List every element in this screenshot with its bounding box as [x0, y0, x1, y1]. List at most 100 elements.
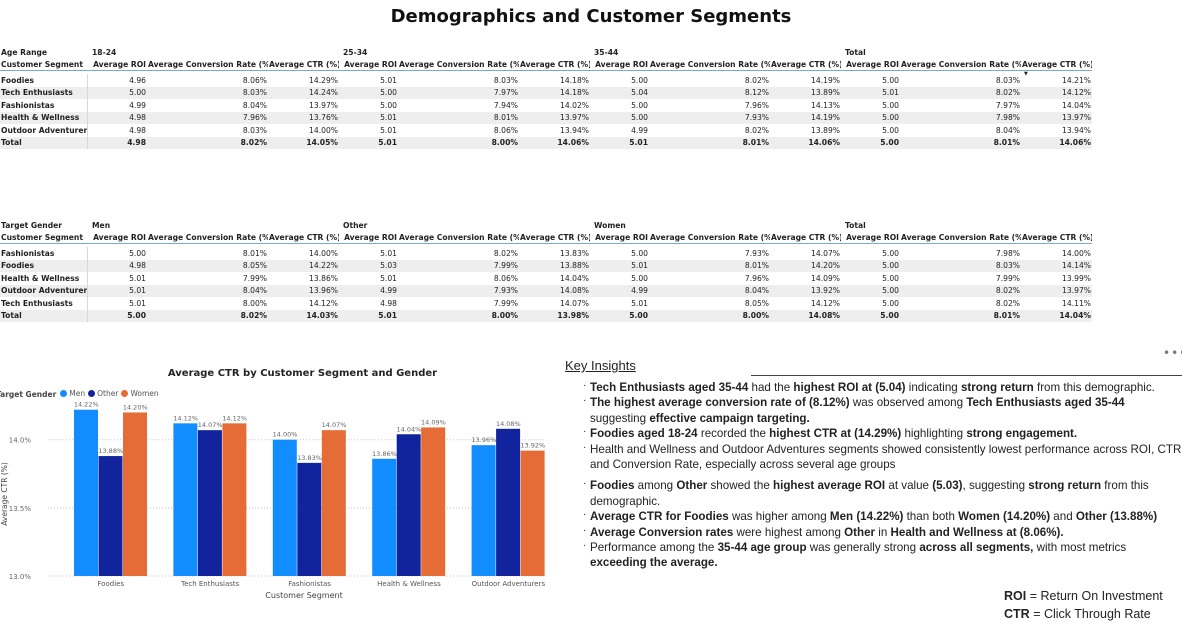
key-insights-panel: Key Insights Tech Enthusiasts aged 35-44… — [565, 358, 1182, 569]
more-options-icon[interactable]: ••• — [1163, 346, 1182, 360]
table-cell: 14.20% — [811, 261, 840, 271]
table-cell: 8.06% — [493, 273, 518, 283]
table-row[interactable]: Health & Wellness 4.98 7.96% 13.76% 5.01 8.01… — [0, 111, 1092, 124]
table-row[interactable]: Tech Enthusiasts 5.00 8.03% 14.24% 5.00 7.97%… — [0, 86, 1092, 99]
bar-women[interactable] — [321, 430, 346, 576]
table-cell: 14.07% — [811, 248, 840, 258]
table-cell: 14.11% — [1062, 298, 1091, 308]
table-cell: 8.05% — [744, 298, 769, 308]
table-cell: 8.03% — [493, 75, 518, 85]
column-header[interactable]: Average ROI — [93, 232, 146, 242]
insight-text: Women (14.20%) — [958, 510, 1051, 524]
column-header[interactable]: Average Conversion Rate (%) — [650, 59, 770, 69]
sort-descending-icon[interactable]: ▼ — [1024, 71, 1028, 77]
group-header: Total — [845, 47, 866, 57]
data-label: 14.07% — [322, 421, 347, 429]
total-row[interactable]: Total 5.00 8.02% 14.03% 5.01 8.00% 13.98% 5.00 8… — [0, 309, 1092, 322]
bar-other[interactable] — [396, 434, 421, 576]
column-header[interactable]: Average Conversion Rate (%) — [650, 232, 770, 242]
insight-text: and — [1050, 510, 1076, 524]
column-header[interactable]: Average ROI — [344, 232, 397, 242]
table-cell: 4.98 — [129, 125, 146, 135]
bar-women[interactable] — [421, 427, 446, 576]
legend-item-women[interactable]: Women — [121, 389, 159, 398]
table-cell: 14.06% — [808, 138, 840, 148]
table-cell: 7.93% — [493, 286, 518, 296]
column-header[interactable]: Average Conversion Rate (%) — [901, 59, 1021, 69]
column-header[interactable]: Average ROI — [846, 59, 899, 69]
column-header[interactable]: Average CTR (%) — [1022, 59, 1092, 69]
column-header[interactable]: Average Conversion Rate (%) — [148, 232, 268, 242]
table-cell: 13.94% — [560, 125, 589, 135]
bar-other[interactable] — [496, 428, 521, 576]
column-header[interactable]: Average Conversion Rate (%) — [399, 59, 519, 69]
bar-women[interactable] — [520, 450, 545, 576]
table-row[interactable]: Health & Wellness 5.01 7.99% 13.86% 5.01 8.06… — [0, 272, 1092, 285]
table-cell: 14.08% — [808, 311, 840, 321]
legend-item-other[interactable]: Other — [88, 389, 118, 398]
column-header[interactable]: Average Conversion Rate (%) — [901, 232, 1021, 242]
data-label: 13.92% — [520, 442, 545, 450]
column-header[interactable]: Average Conversion Rate (%) — [148, 59, 268, 69]
table-row[interactable]: Foodies 4.96 8.06% 14.29% 5.01 8.03% 14.18% 5.0… — [0, 74, 1092, 87]
group-header: 35-44 — [594, 47, 619, 57]
table-row[interactable]: Outdoor Adventurers 5.01 8.04% 13.96% 4.99 7.… — [0, 284, 1092, 297]
insight-text: were highest among — [733, 525, 845, 539]
table-cell: 4.99 — [129, 100, 146, 110]
column-header[interactable]: Average ROI — [93, 59, 146, 69]
table-cell: 8.05% — [242, 261, 267, 271]
table-cell: 5.01 — [129, 273, 146, 283]
chart-legend[interactable]: Target Gender Men Other Women — [0, 389, 162, 399]
column-header[interactable]: Average ROI — [344, 59, 397, 69]
row-label: Foodies — [0, 74, 88, 87]
table-cell: 14.19% — [811, 75, 840, 85]
insight-text: highlighting — [901, 427, 967, 441]
bar-men[interactable] — [471, 445, 496, 576]
table-row[interactable]: Fashionistas 5.00 8.01% 14.00% 5.01 8.02% 13.8… — [0, 247, 1092, 260]
insight-text: Health and Wellness and Outdoor Adventur… — [590, 442, 1182, 472]
bar-other[interactable] — [297, 462, 322, 576]
table-cell: 5.00 — [631, 273, 648, 283]
y-tick-label: 14.0% — [9, 437, 32, 445]
bar-other[interactable] — [98, 456, 123, 576]
table-row[interactable]: Outdoor Adventurers 4.98 8.03% 14.00% 5.01 8.… — [0, 124, 1092, 137]
column-header[interactable]: Average CTR (%) — [1022, 232, 1092, 242]
column-header[interactable]: Average CTR (%) — [771, 232, 841, 242]
insight-item: Performance among the 35-44 age group wa… — [583, 538, 1182, 571]
table-row[interactable]: Tech Enthusiasts 5.01 8.00% 14.12% 4.98 7.99%… — [0, 297, 1092, 310]
age-range-matrix-table[interactable]: Age Range 18-24 25-34 35-44 Total Customer Se… — [0, 46, 1092, 149]
table-row[interactable]: Foodies 4.98 8.05% 14.22% 5.03 7.99% 13.88% 5.0… — [0, 259, 1092, 272]
bar-men[interactable] — [272, 439, 297, 576]
column-header[interactable]: Average CTR (%) — [520, 59, 590, 69]
table-cell: 5.00 — [882, 273, 899, 283]
table-cell: 14.00% — [309, 248, 338, 258]
legend-item-men[interactable]: Men — [60, 389, 85, 398]
ctr-chart-visual[interactable]: Average CTR by Customer Segment and Gend… — [0, 362, 580, 602]
bar-other[interactable] — [197, 430, 222, 576]
table-cell: 7.93% — [744, 113, 769, 123]
bar-women[interactable] — [222, 423, 247, 576]
total-row[interactable]: Total 4.98 8.02% 14.05% 5.01 8.00% 14.06% 5.01 8… — [0, 136, 1092, 149]
insight-item: Foodies among Other showed the highest a… — [583, 476, 1182, 509]
bar-men[interactable] — [372, 458, 397, 576]
column-header[interactable]: Average Conversion Rate (%) — [399, 232, 519, 242]
column-header[interactable]: Average CTR (%) — [269, 59, 339, 69]
bar-chart[interactable]: 13.0% 13.5% 14.0% Average CTR (%) 14.22% 13.8… — [0, 362, 580, 602]
column-header[interactable]: Average CTR (%) — [520, 232, 590, 242]
column-header[interactable]: Average ROI — [846, 232, 899, 242]
column-header[interactable]: Average ROI — [595, 59, 648, 69]
table-cell: 8.04% — [995, 125, 1020, 135]
table-cell: 5.00 — [882, 100, 899, 110]
bar-men[interactable] — [74, 409, 98, 576]
table-cell: 5.00 — [127, 311, 146, 321]
column-header[interactable]: Average ROI — [595, 232, 648, 242]
column-header[interactable]: Average CTR (%) — [269, 232, 339, 242]
table-row[interactable]: Fashionistas 4.99 8.04% 13.97% 5.00 7.94% 14.0… — [0, 99, 1092, 112]
bar-women[interactable] — [123, 412, 147, 576]
column-header[interactable]: Average CTR (%) — [771, 59, 841, 69]
table-cell: 5.01 — [380, 113, 397, 123]
table-cell: 14.12% — [1062, 88, 1091, 98]
bar-men[interactable] — [173, 423, 198, 576]
target-gender-matrix-table[interactable]: Target Gender Men Other Women Total Customer … — [0, 219, 1092, 322]
insight-text: Other — [676, 479, 708, 493]
